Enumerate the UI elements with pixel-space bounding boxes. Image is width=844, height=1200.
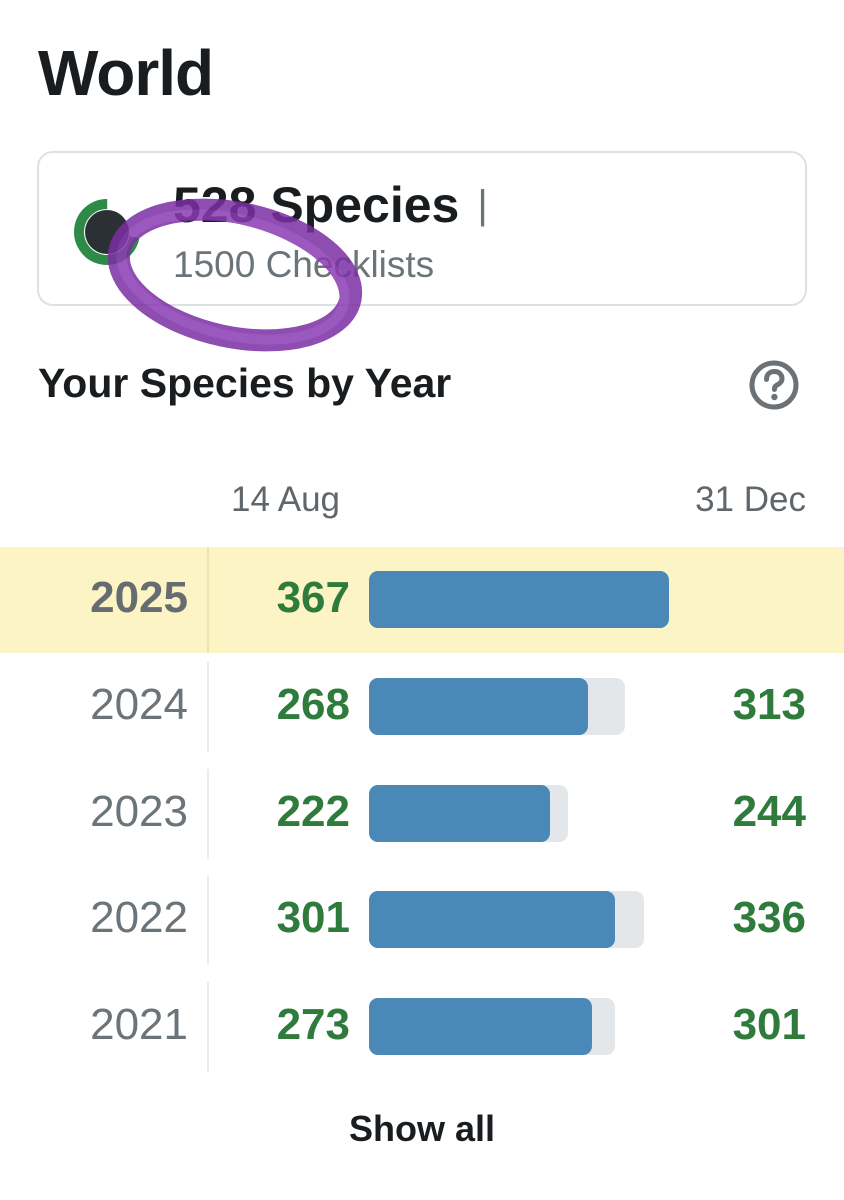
species-to-date: 273 [276,1000,350,1049]
year-row[interactable]: 2025 367 [0,547,844,653]
date-start-label: 14 Aug [231,480,340,519]
year-row[interactable]: 2023 222 244 [0,761,844,867]
section-title: Your Species by Year [38,360,452,406]
year-label: 2021 [90,1000,188,1049]
bar-fill [369,891,615,948]
page-title: World [38,37,214,109]
bar-fill [369,785,550,842]
year-label: 2024 [90,680,188,729]
year-row[interactable]: 2021 273 301 [0,974,844,1080]
year-label: 2022 [90,893,188,942]
bar-fill [369,678,588,735]
bar-fill [369,571,669,628]
species-count-label: 528 Species [173,177,460,233]
bar-fill [369,998,592,1055]
row-divider [207,769,209,859]
question-circle-icon[interactable] [747,358,801,412]
checklists-count: 1500 Checklists [173,244,435,285]
species-separator: | [477,183,488,227]
year-label: 2023 [90,787,188,836]
species-count: 528 Species | [173,176,488,234]
species-year-total: 313 [732,680,806,729]
row-divider [207,982,209,1072]
species-year-total: 336 [732,893,806,942]
year-row[interactable]: 2024 268 313 [0,654,844,760]
show-all-button[interactable]: Show all [348,1108,496,1149]
year-label: 2025 [90,573,188,622]
row-divider [207,875,209,965]
species-to-date: 367 [276,573,350,622]
species-to-date: 268 [276,680,350,729]
progress-ring-icon [74,199,140,265]
row-divider [207,662,209,752]
species-year-total: 244 [732,787,806,836]
species-to-date: 301 [276,893,350,942]
year-row[interactable]: 2022 301 336 [0,867,844,973]
species-year-total: 301 [732,1000,806,1049]
row-divider [207,547,209,653]
date-end-label: 31 Dec [695,480,806,519]
species-to-date: 222 [276,787,350,836]
